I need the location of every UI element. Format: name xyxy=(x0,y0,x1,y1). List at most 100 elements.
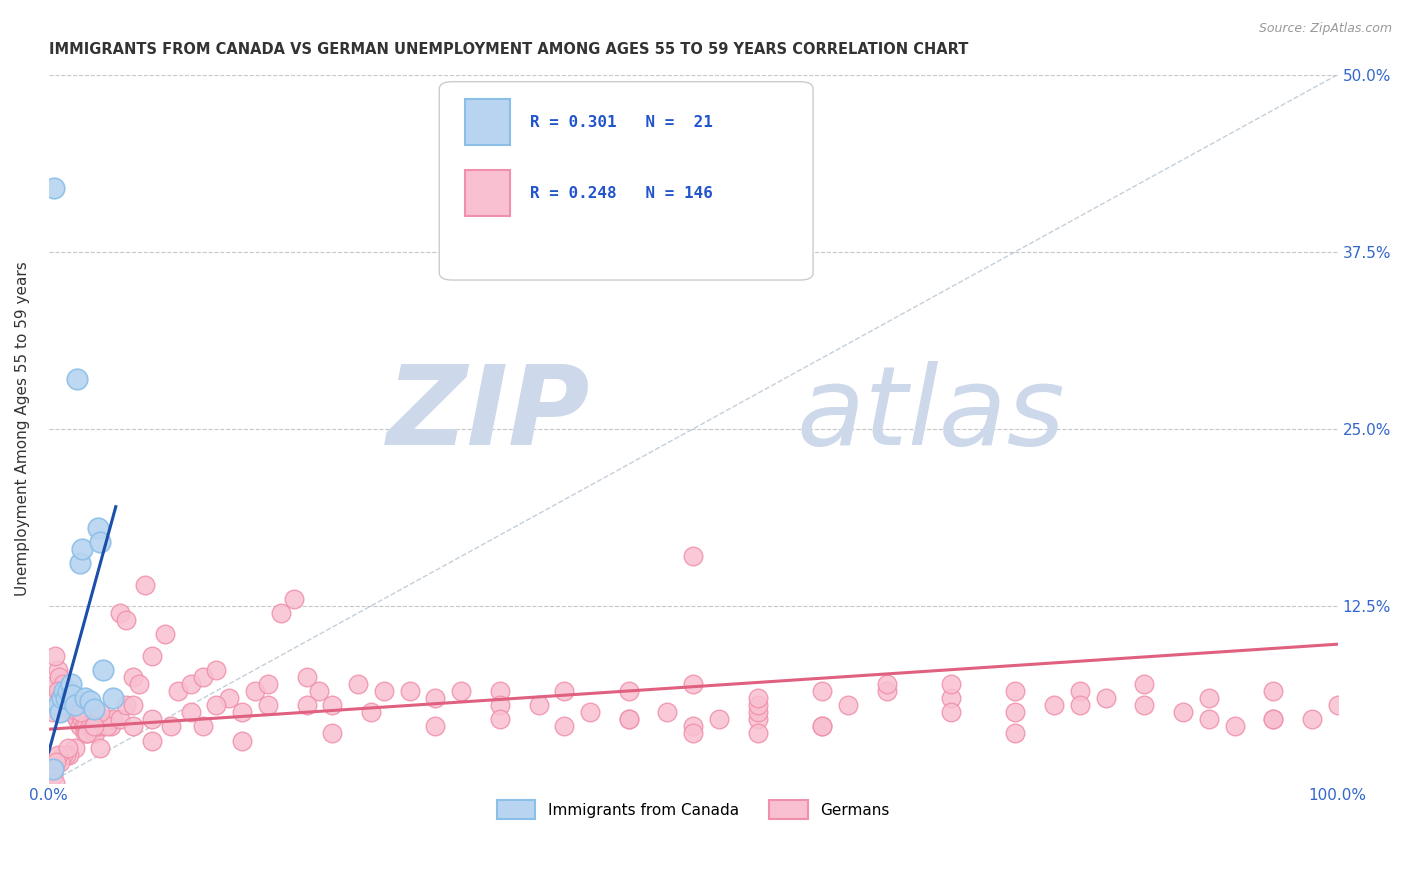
Point xyxy=(373,684,395,698)
Point xyxy=(87,521,110,535)
Point xyxy=(72,719,94,733)
Point xyxy=(811,684,834,698)
Point xyxy=(96,712,118,726)
Point xyxy=(939,705,962,719)
Point xyxy=(73,726,96,740)
Point xyxy=(87,719,110,733)
Point xyxy=(295,670,318,684)
Point xyxy=(46,663,69,677)
Point xyxy=(121,670,143,684)
Point xyxy=(180,705,202,719)
Point xyxy=(166,684,188,698)
Legend: Immigrants from Canada, Germans: Immigrants from Canada, Germans xyxy=(491,794,896,825)
Point xyxy=(73,691,96,706)
Point xyxy=(72,712,94,726)
Point xyxy=(837,698,859,712)
Point xyxy=(63,740,86,755)
Point xyxy=(747,705,769,719)
Point xyxy=(44,776,66,790)
Point xyxy=(707,712,730,726)
Point xyxy=(1223,719,1246,733)
Point xyxy=(205,663,228,677)
Point xyxy=(134,577,156,591)
Point xyxy=(450,684,472,698)
Point xyxy=(160,719,183,733)
Point xyxy=(1326,698,1348,712)
Point xyxy=(1301,712,1323,726)
Point xyxy=(76,726,98,740)
Point xyxy=(66,712,89,726)
Point xyxy=(48,670,70,684)
Point xyxy=(939,677,962,691)
Point xyxy=(1263,712,1285,726)
Point xyxy=(1198,691,1220,706)
Point xyxy=(46,684,69,698)
Point xyxy=(141,648,163,663)
Point xyxy=(270,606,292,620)
Point xyxy=(128,677,150,691)
Point xyxy=(56,684,79,698)
Point xyxy=(489,698,512,712)
Point xyxy=(876,677,898,691)
Point xyxy=(42,762,65,776)
Point xyxy=(60,688,83,702)
Point xyxy=(747,712,769,726)
Point xyxy=(49,705,72,719)
Point xyxy=(49,755,72,769)
Point xyxy=(141,733,163,747)
Point xyxy=(59,694,82,708)
Point xyxy=(141,712,163,726)
Point xyxy=(108,606,131,620)
Point xyxy=(108,712,131,726)
Point xyxy=(76,726,98,740)
Point xyxy=(72,542,94,557)
Point xyxy=(45,691,67,706)
Point xyxy=(84,726,107,740)
Point xyxy=(103,691,125,706)
Point xyxy=(205,698,228,712)
Point xyxy=(115,698,138,712)
Text: R = 0.248   N = 146: R = 0.248 N = 146 xyxy=(530,186,713,201)
Point xyxy=(41,769,63,783)
Point xyxy=(682,677,704,691)
Point xyxy=(52,677,75,691)
Point xyxy=(44,648,66,663)
Point xyxy=(1263,684,1285,698)
Point xyxy=(527,698,550,712)
Point xyxy=(100,719,122,733)
Point xyxy=(59,677,82,691)
Point xyxy=(51,684,73,698)
Point xyxy=(75,719,97,733)
Point xyxy=(553,684,575,698)
Point xyxy=(489,684,512,698)
Point xyxy=(56,698,79,712)
Point xyxy=(63,708,86,723)
Point xyxy=(91,663,114,677)
Point xyxy=(257,698,280,712)
Point xyxy=(89,740,111,755)
Point xyxy=(579,705,602,719)
Point xyxy=(121,719,143,733)
Point xyxy=(425,719,447,733)
Bar xyxy=(465,170,510,216)
Point xyxy=(83,719,105,733)
Point xyxy=(1133,698,1156,712)
Point xyxy=(811,719,834,733)
Point xyxy=(321,698,343,712)
Point xyxy=(91,719,114,733)
Point xyxy=(44,677,66,691)
Point xyxy=(682,549,704,564)
Point xyxy=(1004,705,1026,719)
Point xyxy=(49,705,72,719)
Point xyxy=(553,719,575,733)
Point xyxy=(193,719,215,733)
Point xyxy=(51,691,73,706)
Point xyxy=(321,726,343,740)
Text: R = 0.301   N =  21: R = 0.301 N = 21 xyxy=(530,115,713,130)
Point xyxy=(682,719,704,733)
Point xyxy=(243,684,266,698)
Point xyxy=(46,747,69,762)
Point xyxy=(347,677,370,691)
Point xyxy=(89,705,111,719)
Point xyxy=(66,372,89,386)
